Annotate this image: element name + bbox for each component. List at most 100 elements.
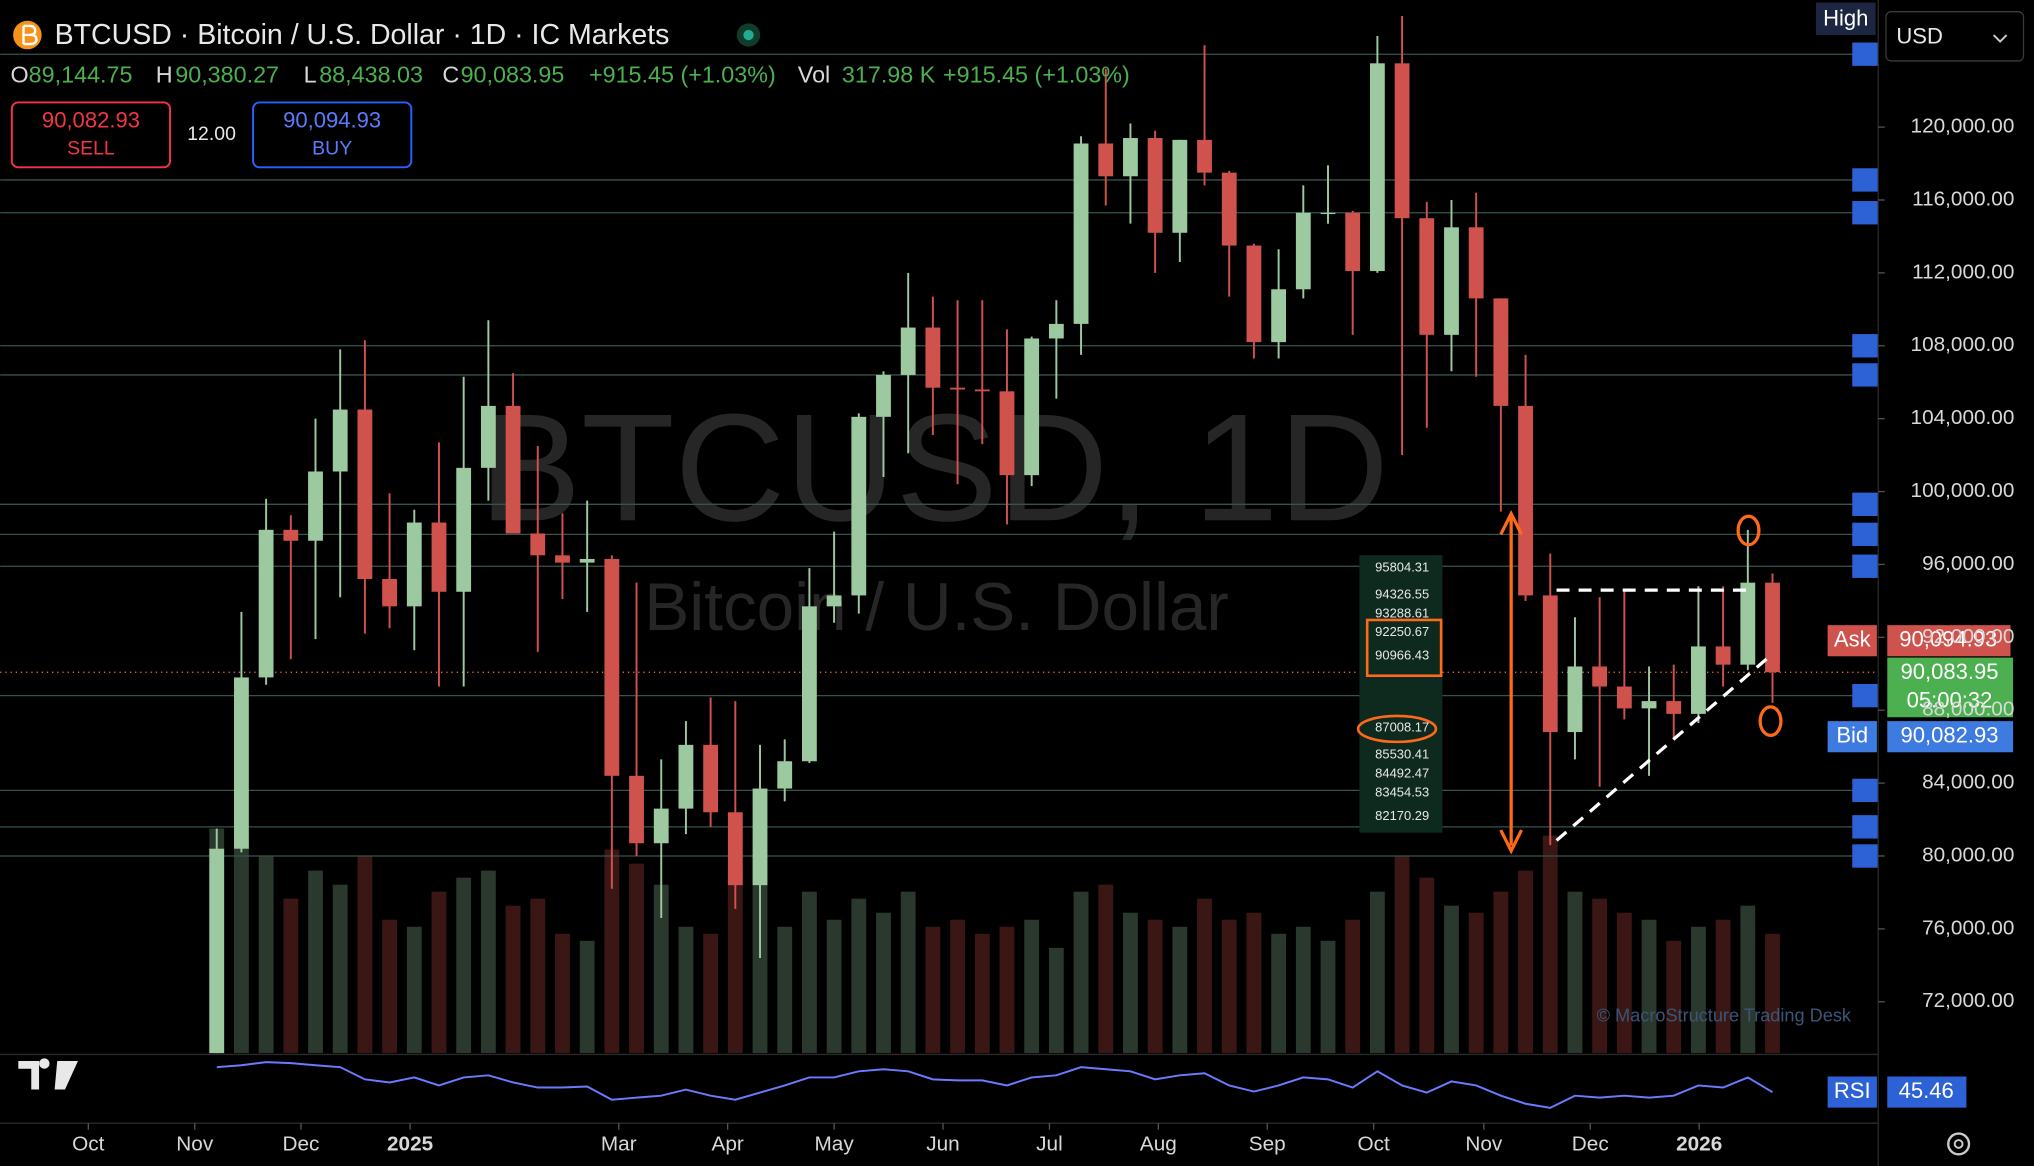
candle-body (357, 409, 373, 580)
volume-bar (456, 877, 472, 1054)
volume-bar (480, 870, 496, 1054)
watermark-symbol: BTCUSD, 1D (479, 382, 1389, 553)
volume-bar (999, 926, 1015, 1054)
volume-bar (505, 905, 521, 1054)
volume-bar (1468, 912, 1484, 1054)
candle-body (456, 467, 472, 592)
volume-bar (406, 926, 422, 1054)
level-marker (1852, 492, 1879, 516)
level-marker (1852, 168, 1879, 192)
currency-select[interactable] (1885, 11, 2025, 62)
volume-bar (1493, 891, 1509, 1054)
y-tick-label: 96,000.00 (1922, 552, 2014, 575)
candle-body (1394, 63, 1410, 219)
volume-bar (1345, 919, 1361, 1054)
candle-body (579, 558, 595, 563)
candle-body (851, 416, 867, 596)
volume-bar (801, 891, 817, 1054)
level-marker (1852, 42, 1879, 66)
candle-body (1666, 701, 1682, 714)
volume-bar (1246, 912, 1262, 1054)
candle-body (332, 409, 348, 472)
candle-body (283, 529, 299, 541)
level-marker (1852, 522, 1879, 547)
candle-body (629, 775, 644, 844)
volume-bar (1518, 870, 1533, 1054)
volume-bar (1123, 912, 1138, 1054)
volume-bar (1765, 933, 1780, 1054)
x-tick-label: Oct (1358, 1133, 1391, 1156)
countdown: 05:00:32 (1907, 688, 1993, 713)
bid-price-tag (1887, 721, 2014, 753)
spread: 12.00 (187, 123, 236, 145)
volume-bar (1419, 877, 1435, 1054)
order-box (1365, 618, 1443, 678)
candle-body (308, 471, 323, 541)
candle-body (1369, 63, 1385, 272)
order-level-label: 90966.43 (1375, 648, 1429, 663)
sell-label[interactable]: SELL (67, 137, 115, 159)
order-level-label: 82170.29 (1375, 808, 1429, 823)
low-label: L (304, 62, 317, 88)
low-value: 88,438.03 (319, 62, 423, 88)
settings-icon[interactable] (1947, 1132, 1971, 1156)
rsi-label: RSI (1834, 1078, 1871, 1103)
currency[interactable]: USD (1896, 23, 1943, 48)
candle-body (950, 387, 965, 390)
order-levels: 95804.31 94326.55 93288.61 92250.67 90966.43… (1356, 555, 1443, 833)
x-tick-label: Sep (1249, 1133, 1286, 1156)
volume-bar (530, 898, 546, 1054)
candle-body (1542, 595, 1558, 733)
trend-line (1555, 657, 1768, 842)
volume-bar (1567, 891, 1583, 1054)
sell-button[interactable] (10, 101, 172, 169)
candle-body (258, 529, 274, 678)
ask-tag (1827, 625, 1877, 657)
ask-price: 90,094.93 (1899, 627, 1997, 652)
rsi-tag (1827, 1076, 1877, 1108)
candle-body (826, 595, 842, 607)
volume-bar (604, 849, 620, 1054)
settings-icon-core[interactable] (1953, 1139, 1964, 1149)
candle-body (234, 677, 249, 849)
buy-button[interactable] (252, 101, 413, 169)
candle-body (727, 812, 743, 886)
y-tick-label: 76,000.00 (1922, 916, 2014, 939)
volume-layer (209, 828, 1780, 1054)
candle-body (604, 558, 620, 776)
x-tick-label: Apr (712, 1133, 744, 1156)
candle-body (752, 788, 768, 886)
candle-body (1320, 212, 1336, 215)
volume-bar (826, 919, 842, 1054)
level-marker (1852, 844, 1879, 868)
buy-label[interactable]: BUY (312, 137, 352, 159)
high-button-label[interactable]: High (1823, 5, 1868, 30)
volume-bar (1098, 884, 1114, 1054)
candle-body (777, 761, 793, 789)
circle-top (1736, 514, 1761, 547)
y-tick-label: 84,000.00 (1922, 771, 2014, 794)
volume-bar (1172, 926, 1188, 1054)
volume-bar (1221, 919, 1237, 1054)
volume-bar (1641, 919, 1657, 1054)
bid-label: Bid (1836, 723, 1868, 748)
volume-bar (876, 912, 891, 1054)
candle-body (1468, 227, 1484, 299)
candle-body (1691, 646, 1706, 714)
order-level-label: 92250.67 (1375, 624, 1429, 639)
candle-body (1641, 701, 1657, 709)
y-tick-label: 92,000.00 (1922, 625, 2014, 648)
candle-body (1147, 138, 1163, 233)
open-label: O (11, 62, 29, 88)
level-marker (1852, 683, 1879, 708)
candle-body (678, 744, 694, 809)
bid-tag (1827, 721, 1877, 753)
candle-body (505, 405, 521, 534)
high-button[interactable] (1815, 2, 1876, 36)
volume-bar (1666, 940, 1682, 1054)
last-price: 90,083.95 (1901, 659, 1999, 684)
candle-body (1123, 138, 1138, 177)
sell-price[interactable]: 90,082.93 (42, 108, 140, 133)
volume-bar (1073, 891, 1089, 1054)
buy-price[interactable]: 90,094.93 (283, 108, 381, 133)
